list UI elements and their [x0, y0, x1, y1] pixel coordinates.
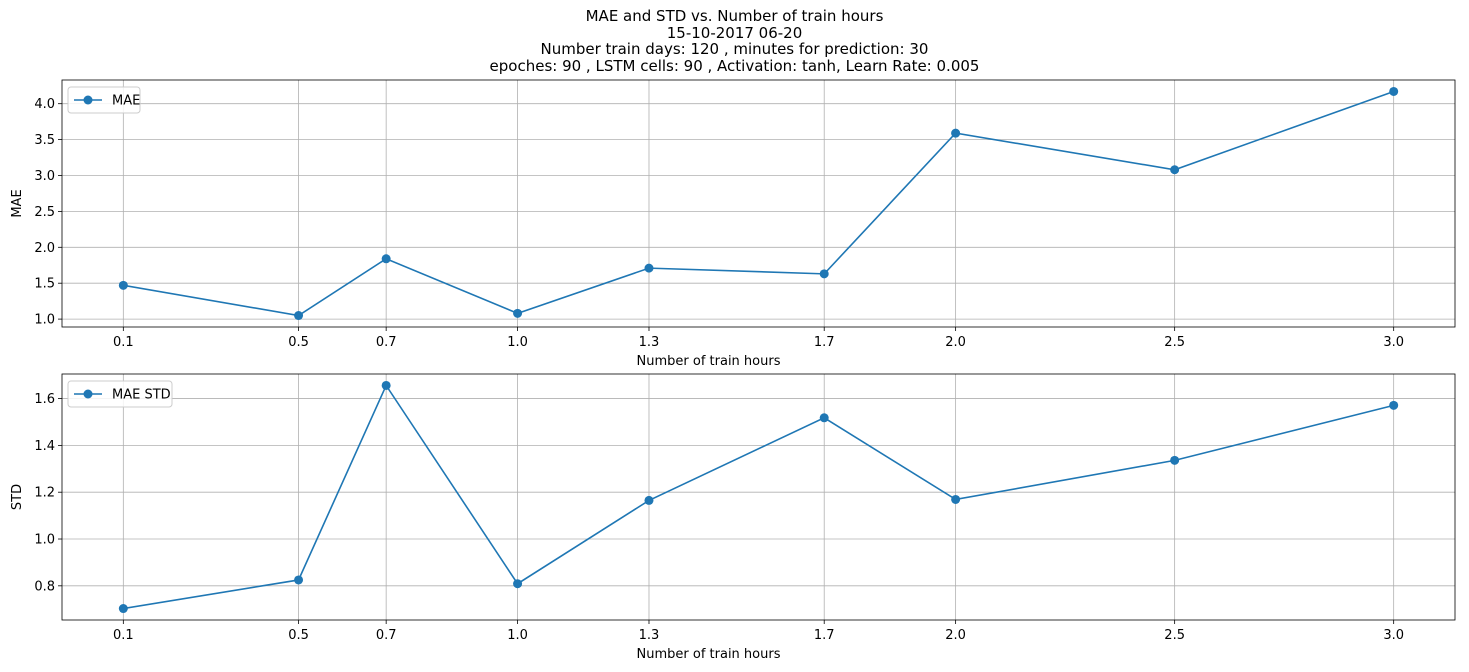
- data-point: [513, 579, 523, 589]
- y-tick-label: 2.0: [34, 241, 55, 256]
- y-tick-label: 0.8: [34, 579, 55, 594]
- x-tick-label: 1.0: [507, 628, 528, 643]
- legend-box: [67, 86, 141, 114]
- data-point: [294, 575, 304, 585]
- data-point: [118, 604, 128, 614]
- y-tick-label: 1.6: [34, 392, 55, 407]
- data-point: [381, 380, 391, 390]
- legend-box: [67, 380, 173, 408]
- legend-marker: [83, 389, 93, 399]
- x-tick-label: 1.0: [507, 335, 528, 350]
- title-line-2: 15-10-2017 06-20: [666, 23, 803, 42]
- title-line-4: epoches: 90 , LSTM cells: 90 , Activatio…: [489, 56, 980, 75]
- y-tick-label: 1.4: [34, 439, 55, 454]
- data-point: [1170, 165, 1180, 175]
- y-tick-label: 1.0: [34, 313, 55, 328]
- x-tick-label: 1.7: [814, 335, 835, 350]
- title-line-1: MAE and STD vs. Number of train hours: [585, 7, 884, 25]
- data-point: [819, 413, 829, 423]
- title-line-3: Number train days: 120 , minutes for pre…: [540, 40, 929, 58]
- y-tick-label: 3.5: [34, 133, 55, 148]
- y-tick-label: 4.0: [34, 97, 55, 112]
- x-tick-label: 1.7: [814, 628, 835, 643]
- x-tick-label: 0.5: [288, 335, 309, 350]
- x-tick-label: 0.1: [113, 335, 134, 350]
- axes-frame: [61, 79, 1456, 328]
- x-axis-label: Number of train hours: [637, 354, 781, 369]
- legend-label: MAE STD: [112, 388, 171, 403]
- data-point: [644, 263, 654, 273]
- y-axis-label: STD: [10, 484, 25, 510]
- x-tick-label: 2.5: [1164, 335, 1185, 350]
- x-tick-label: 0.5: [288, 628, 309, 643]
- y-tick-label: 3.0: [34, 169, 55, 184]
- data-point: [951, 494, 961, 504]
- mae-panel: 0.1 0.5 0.7 1.0 1.3 1.7 2.0 2.5 3.0 1.0 1.5 2.0 2.5 3…: [10, 79, 1456, 369]
- data-point: [1389, 86, 1399, 96]
- x-tick-label: 0.7: [376, 335, 397, 350]
- x-tick-label: 2.0: [945, 335, 966, 350]
- legend-marker: [83, 95, 93, 105]
- x-tick-label: 2.0: [945, 628, 966, 643]
- y-axis-label: MAE: [10, 189, 25, 217]
- data-point: [1170, 455, 1180, 465]
- data-point: [513, 308, 523, 318]
- x-tick-label: 1.3: [639, 335, 660, 350]
- y-tick-label: 1.2: [34, 486, 55, 501]
- series-line: [123, 383, 1394, 610]
- y-tick-label: 1.0: [34, 533, 55, 548]
- x-tick-label: 0.7: [376, 628, 397, 643]
- figure-title: MAE and STD vs. Number of train hours 15…: [0, 8, 1469, 74]
- x-tick-label: 2.5: [1164, 628, 1185, 643]
- axes-frame: [61, 373, 1456, 621]
- data-point: [1389, 400, 1399, 410]
- y-tick-label: 2.5: [34, 205, 55, 220]
- x-axis-label: Number of train hours: [637, 647, 781, 662]
- y-tick-label: 1.5: [34, 277, 55, 292]
- data-point: [118, 280, 128, 290]
- std-panel: 0.1 0.5 0.7 1.0 1.3 1.7 2.0 2.5 3.0 0.8 1.0 1.2 1.4 1…: [10, 373, 1456, 662]
- data-point: [644, 495, 654, 505]
- series-line: [123, 90, 1394, 317]
- x-tick-label: 3.0: [1383, 628, 1404, 643]
- data-point: [294, 311, 304, 321]
- data-point: [819, 269, 829, 279]
- x-tick-label: 1.3: [639, 628, 660, 643]
- data-point: [381, 254, 391, 264]
- x-tick-label: 3.0: [1383, 335, 1404, 350]
- legend-label: MAE: [112, 94, 140, 109]
- x-tick-label: 0.1: [113, 628, 134, 643]
- data-point: [951, 128, 961, 138]
